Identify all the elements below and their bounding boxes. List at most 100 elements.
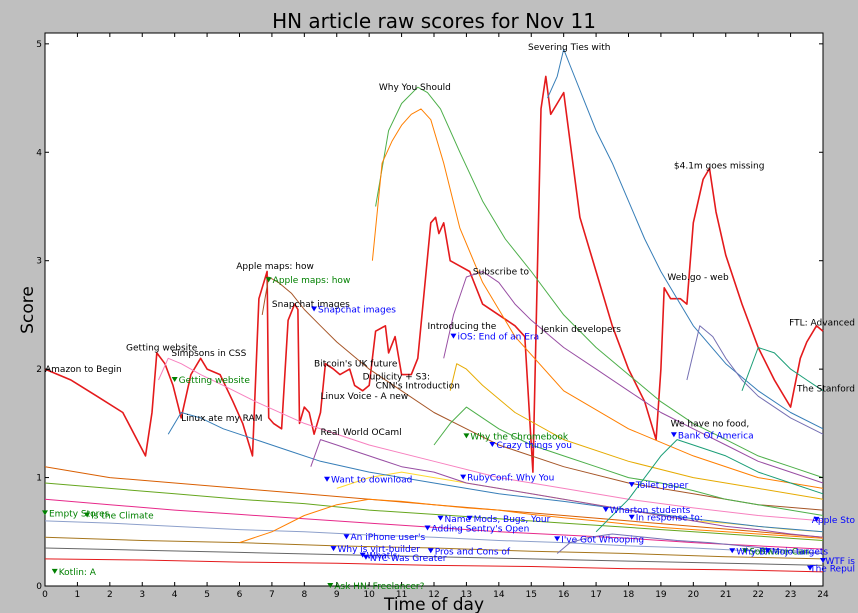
annotation-label: NYC Was Greater [370, 554, 447, 564]
annotation-label: Web.go - web [667, 273, 729, 283]
annotation-marker [602, 507, 609, 513]
series-line-4 [443, 271, 824, 484]
annotation-label: iOS: End of an Era [457, 333, 539, 343]
x-tick-label: 23 [785, 590, 796, 600]
annotation-label: Why You Should [379, 83, 451, 93]
annotation-marker [466, 515, 473, 521]
annotation-label: I've Got Whooping [561, 535, 644, 545]
annotation-marker [764, 548, 771, 554]
annotation-marker [489, 442, 496, 448]
series-line-13 [44, 520, 824, 554]
x-tick-label: 9 [334, 590, 340, 600]
x-tick-label: 7 [269, 590, 275, 600]
chart-title: HN article raw scores for Nov 11 [272, 9, 596, 33]
annotation-marker [84, 512, 91, 518]
annotation-label: Bitcoin's UK future [314, 360, 398, 370]
annotation-label: Software Can [749, 547, 809, 557]
annotation-label: Introducing the [428, 322, 497, 332]
series-line-3 [371, 108, 824, 489]
series-line-22 [595, 439, 824, 533]
annotation-label: Apple maps: how [236, 262, 314, 272]
annotation-marker [42, 510, 48, 516]
x-tick-label: 0 [42, 590, 48, 600]
series-line-16 [44, 558, 824, 573]
x-tick-label: 8 [301, 590, 307, 600]
annotation-label: Simpsons in CSS [171, 349, 246, 359]
annotation-label: Crazy things you [496, 441, 572, 451]
x-tick-label: 14 [493, 590, 505, 600]
annotation-marker [51, 568, 58, 574]
annotation-label: Snapchat images [318, 306, 396, 316]
x-tick-label: 19 [655, 590, 667, 600]
annotation-marker [171, 376, 178, 382]
annotation-label: Severing Ties with [528, 43, 611, 53]
annotation-layer: Amazon to Begin Getting website Simpsons i… [42, 43, 855, 592]
y-tick-label: 5 [36, 40, 42, 50]
annotation-marker [554, 536, 561, 542]
annotation-marker [424, 525, 431, 531]
annotation-label: Apple maps: how [273, 276, 351, 286]
series-line-11 [44, 482, 824, 541]
annotation-marker [813, 516, 820, 522]
x-tick-label: 20 [688, 590, 700, 600]
series-line-6 [158, 357, 824, 522]
x-tick-label: 22 [752, 590, 763, 600]
x-tick-label: 4 [172, 590, 178, 600]
series-layer [44, 48, 824, 573]
series-line-9 [741, 347, 824, 392]
annotation-marker [362, 554, 369, 560]
series-line-5 [261, 276, 824, 511]
annotation-label: Duplicity + S3: [363, 373, 430, 383]
annotation-marker [820, 558, 826, 564]
series-line-23 [556, 533, 824, 554]
series-line-0 [44, 75, 824, 473]
x-tick-label: 21 [720, 590, 731, 600]
y-tick-label: 2 [36, 365, 42, 375]
annotation-marker [324, 476, 331, 482]
annotation-label: Apple Sto [812, 516, 856, 526]
ticks-layer: 0 1 2 3 4 5 6 7 8 9 10 11 12 13 14 15 16 17 18 19 20 21 22 23 24… [36, 33, 829, 600]
annotation-marker [330, 546, 337, 552]
series-line-20 [310, 439, 824, 538]
y-tick-label: 4 [36, 148, 42, 158]
annotation-marker [450, 333, 457, 339]
annotation-marker [463, 433, 470, 439]
x-tick-label: 1 [75, 590, 81, 600]
annotation-label: Linux ate my RAM [181, 414, 262, 424]
annotation-label: WTF is [825, 557, 855, 567]
annotation-label: FTL: Advanced [789, 319, 855, 329]
annotation-label: Amazon to Begin [45, 365, 122, 375]
y-tick-label: 0 [36, 582, 42, 592]
annotation-label: Mojo targets [772, 547, 829, 557]
x-tick-label: 11 [396, 590, 407, 600]
x-tick-label: 24 [817, 590, 829, 600]
annotation-label: Toilet paper [635, 481, 689, 491]
x-tick-label: 2 [107, 590, 113, 600]
series-line-21 [239, 498, 824, 544]
annotation-marker [265, 277, 272, 283]
annotation-marker [343, 534, 350, 540]
series-line-19 [167, 412, 824, 533]
annotation-marker [628, 482, 635, 488]
x-tick-label: 16 [558, 590, 570, 600]
series-line-14 [44, 536, 824, 560]
annotation-marker [427, 548, 434, 554]
series-line-2 [547, 48, 824, 430]
annotation-label: Bank Of America [678, 431, 754, 441]
annotation-label: The Repul [809, 565, 855, 575]
annotation-label: RubyConf: Why You [467, 474, 554, 484]
annotation-marker [359, 552, 366, 558]
annotation-marker [807, 565, 814, 571]
annotation-label: We have no food, [671, 419, 750, 429]
annotation-label: Pros and Cons of [435, 547, 511, 557]
annotation-label: Snapchat images [272, 300, 350, 310]
annotation-label: Real World OCaml [321, 428, 402, 438]
annotation-label: Getting website [179, 376, 251, 386]
x-tick-label: 6 [237, 590, 243, 600]
annotation-label: In response to: [636, 514, 703, 524]
x-tick-label: 10 [363, 590, 375, 600]
annotation-label: Kotlin: A [59, 568, 97, 578]
y-tick-label: 1 [36, 474, 42, 484]
annotation-marker [628, 514, 635, 520]
annotation-label: Linux Voice - A new [321, 392, 409, 402]
